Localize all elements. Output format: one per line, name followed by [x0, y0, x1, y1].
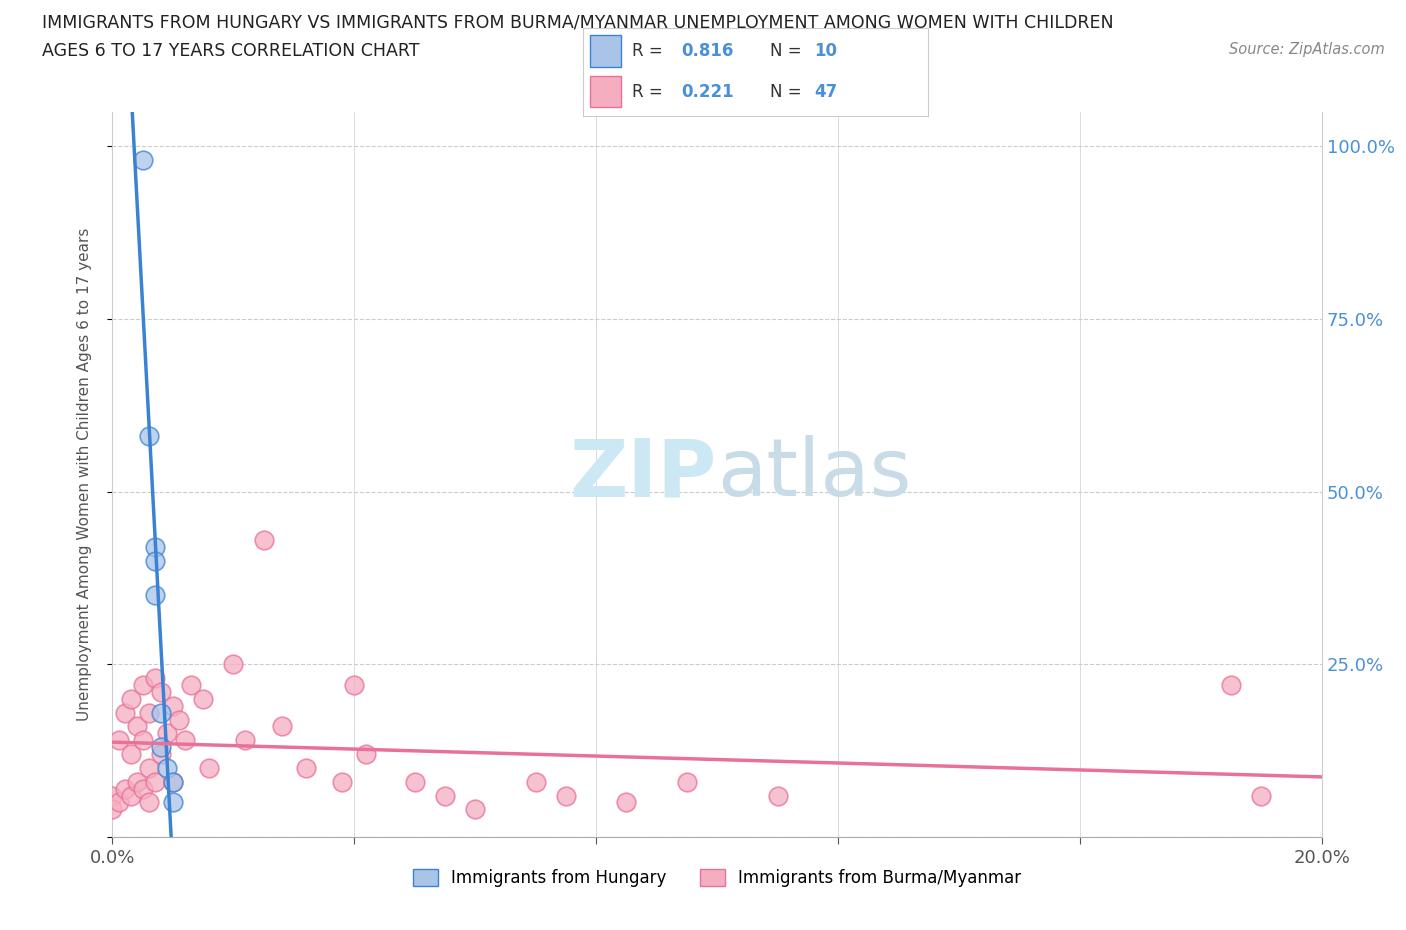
Point — [125, 775, 148, 790]
Point — [149, 684, 172, 699]
Point — [156, 726, 179, 741]
Text: AGES 6 TO 17 YEARS CORRELATION CHART: AGES 6 TO 17 YEARS CORRELATION CHART — [42, 42, 419, 60]
Point — [222, 657, 245, 671]
Point — [138, 761, 160, 776]
Point — [330, 775, 353, 790]
Text: N =: N = — [769, 42, 807, 60]
Point — [162, 775, 184, 790]
Point — [162, 775, 184, 790]
Point — [125, 719, 148, 734]
Point — [162, 698, 184, 713]
Legend: Immigrants from Hungary, Immigrants from Burma/Myanmar: Immigrants from Hungary, Immigrants from… — [406, 862, 1028, 894]
Text: R =: R = — [631, 42, 668, 60]
Point — [295, 761, 318, 776]
Point — [132, 781, 155, 796]
Point — [162, 795, 184, 810]
Point — [235, 733, 257, 748]
Point — [404, 775, 426, 790]
Point — [156, 761, 179, 776]
Point — [101, 788, 124, 803]
Point — [138, 705, 160, 720]
Text: 0.816: 0.816 — [682, 42, 734, 60]
Point — [356, 747, 378, 762]
Point — [198, 761, 221, 776]
Text: ZIP: ZIP — [569, 435, 717, 513]
Point — [524, 775, 547, 790]
Point — [143, 588, 166, 603]
Text: N =: N = — [769, 83, 807, 100]
Text: 47: 47 — [814, 83, 838, 100]
Point — [143, 539, 166, 554]
Point — [132, 678, 155, 693]
Point — [149, 739, 172, 754]
Text: R =: R = — [631, 83, 668, 100]
Point — [138, 795, 160, 810]
Point — [107, 733, 129, 748]
Point — [270, 719, 292, 734]
Text: Source: ZipAtlas.com: Source: ZipAtlas.com — [1229, 42, 1385, 57]
Point — [149, 747, 172, 762]
Point — [132, 733, 155, 748]
FancyBboxPatch shape — [591, 75, 621, 108]
Text: atlas: atlas — [717, 435, 911, 513]
Point — [107, 795, 129, 810]
Point — [1220, 678, 1243, 693]
Point — [343, 678, 366, 693]
Text: 0.221: 0.221 — [682, 83, 734, 100]
Point — [143, 775, 166, 790]
Point — [616, 795, 638, 810]
Point — [253, 533, 276, 548]
Point — [120, 788, 142, 803]
Point — [554, 788, 576, 803]
Text: 10: 10 — [814, 42, 838, 60]
Point — [120, 747, 142, 762]
Point — [464, 802, 486, 817]
Point — [675, 775, 697, 790]
Point — [191, 691, 214, 706]
Point — [143, 671, 166, 685]
Y-axis label: Unemployment Among Women with Children Ages 6 to 17 years: Unemployment Among Women with Children A… — [77, 228, 91, 721]
Point — [132, 153, 155, 167]
Point — [174, 733, 197, 748]
Point — [1250, 788, 1272, 803]
FancyBboxPatch shape — [591, 35, 621, 67]
Point — [114, 705, 136, 720]
Point — [766, 788, 789, 803]
Point — [101, 802, 124, 817]
Point — [120, 691, 142, 706]
Point — [114, 781, 136, 796]
Point — [167, 712, 190, 727]
Point — [149, 705, 172, 720]
Point — [180, 678, 202, 693]
Point — [433, 788, 456, 803]
Point — [143, 553, 166, 568]
Text: IMMIGRANTS FROM HUNGARY VS IMMIGRANTS FROM BURMA/MYANMAR UNEMPLOYMENT AMONG WOME: IMMIGRANTS FROM HUNGARY VS IMMIGRANTS FR… — [42, 14, 1114, 32]
Point — [138, 429, 160, 444]
